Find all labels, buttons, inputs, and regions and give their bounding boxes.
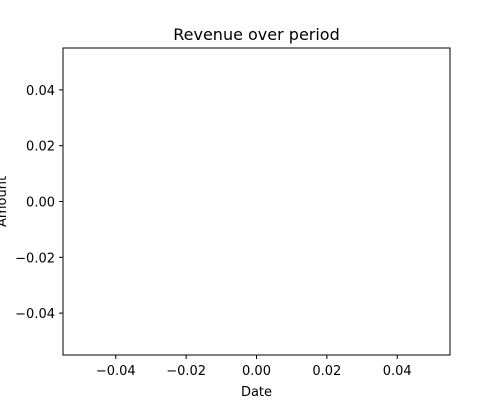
x-tick-label: 0.00 [242, 364, 271, 379]
y-axis-label: Amount [0, 176, 10, 227]
x-axis-label: Date [241, 385, 272, 400]
y-tick-label: 0.04 [26, 84, 55, 99]
x-tick-label: 0.04 [383, 364, 412, 379]
x-axis-ticks: −0.04 −0.02 0.00 0.02 0.04 [96, 355, 412, 379]
y-axis-ticks: −0.04 −0.02 0.00 0.02 0.04 [15, 84, 63, 322]
x-tick-label: −0.04 [96, 364, 136, 379]
y-tick-label: −0.04 [15, 307, 55, 322]
y-tick-label: 0.00 [26, 196, 55, 211]
y-tick-label: 0.02 [26, 140, 55, 155]
plot-area: −0.04 −0.02 0.00 0.02 0.04 −0.04 −0.02 0.00 0.0… [15, 47, 451, 379]
y-tick-label: −0.02 [15, 251, 55, 266]
x-tick-label: −0.02 [166, 364, 206, 379]
chart-title: Revenue over period [173, 25, 340, 44]
x-tick-label: 0.02 [312, 364, 341, 379]
